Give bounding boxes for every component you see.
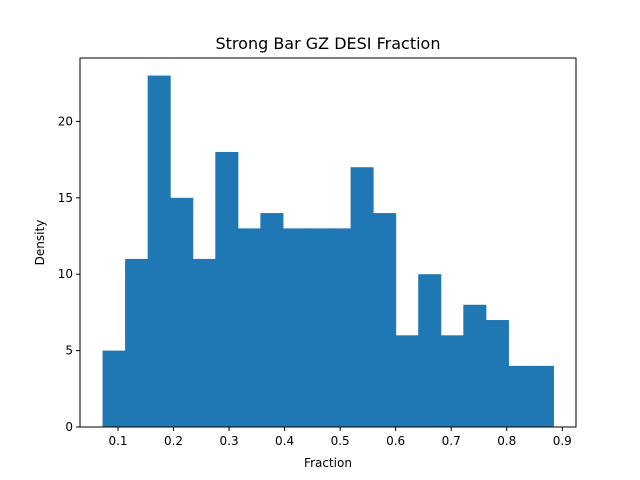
histogram-bar xyxy=(260,213,284,427)
histogram-bar xyxy=(463,304,487,427)
y-tick-label: 5 xyxy=(65,344,73,358)
histogram-bar xyxy=(282,228,306,427)
x-axis-label: Fraction xyxy=(304,456,352,470)
chart-title: Strong Bar GZ DESI Fraction xyxy=(216,34,441,53)
y-axis-label: Density xyxy=(33,220,47,266)
x-ticks-group: 0.1 0.2 0.3 0.4 0.5 0.6 0.7 0.8 0.9 xyxy=(108,427,572,448)
x-tick-label: 0.2 xyxy=(164,434,183,448)
histogram-bar xyxy=(125,258,149,427)
histogram-bar xyxy=(237,228,261,427)
x-tick-label: 0.7 xyxy=(442,434,461,448)
histogram-bar xyxy=(215,151,239,428)
histogram-bar xyxy=(440,335,464,427)
histogram-bar xyxy=(147,75,171,428)
histogram-bar xyxy=(508,365,532,427)
histogram-bar xyxy=(373,213,397,427)
x-tick-label: 0.8 xyxy=(497,434,516,448)
y-tick-label: 20 xyxy=(58,114,73,128)
x-tick-label: 0.9 xyxy=(553,434,572,448)
histogram-bar xyxy=(170,197,194,427)
histogram-bar xyxy=(395,335,419,427)
histogram-bar xyxy=(305,228,329,427)
bars-group xyxy=(102,75,554,428)
x-tick-label: 0.5 xyxy=(331,434,350,448)
x-tick-label: 0.3 xyxy=(220,434,239,448)
histogram-bar xyxy=(328,228,352,427)
histogram-bar xyxy=(102,350,126,427)
x-tick-label: 0.1 xyxy=(108,434,127,448)
histogram-bar xyxy=(485,320,509,427)
y-ticks-group: 0 5 10 15 20 xyxy=(58,114,80,434)
histogram-bar xyxy=(350,167,374,427)
x-tick-label: 0.4 xyxy=(275,434,294,448)
y-tick-label: 15 xyxy=(58,191,73,205)
plot-frame xyxy=(79,57,577,428)
histogram-bar xyxy=(530,365,554,427)
histogram-bar xyxy=(192,258,216,427)
histogram-bar xyxy=(418,274,442,427)
x-tick-label: 0.6 xyxy=(386,434,405,448)
y-tick-label: 10 xyxy=(58,267,73,281)
y-tick-label: 0 xyxy=(65,420,73,434)
